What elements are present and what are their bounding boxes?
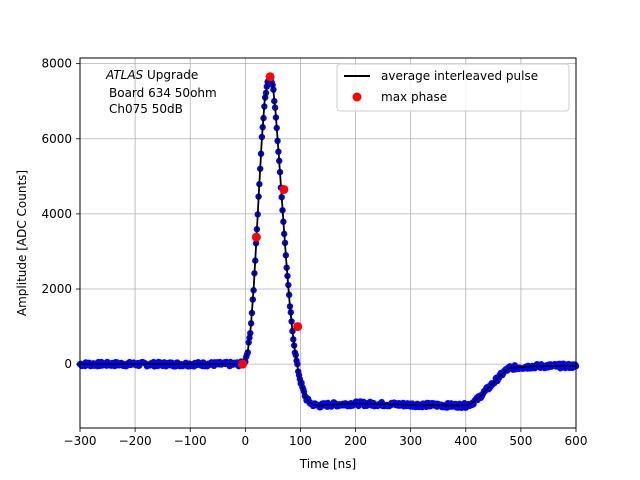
max-phase-point <box>251 232 261 242</box>
annotation-line-2: Board 634 50ohm <box>109 86 217 100</box>
x-axis-label: Time [ns] <box>299 457 356 471</box>
y-tick-label: 8000 <box>41 57 72 71</box>
y-tick-label: 2000 <box>41 282 72 296</box>
legend: average interleaved pulse max phase <box>336 63 570 112</box>
x-tick-label: −200 <box>119 434 152 448</box>
legend-box <box>336 63 570 112</box>
annotation: ATLAS Upgrade Board 634 50ohm Ch075 50dB <box>105 68 217 116</box>
legend-marker-swatch <box>352 92 362 102</box>
x-tick-label: −300 <box>64 434 97 448</box>
annotation-line-1: ATLAS Upgrade <box>105 68 198 82</box>
legend-label-max-phase: max phase <box>381 90 447 104</box>
max-phase-point <box>293 322 303 332</box>
y-tick-label: 6000 <box>41 132 72 146</box>
plot-data <box>76 72 580 411</box>
x-tick-label: 600 <box>565 434 588 448</box>
x-tick-label: 100 <box>289 434 312 448</box>
annotation-upgrade: Upgrade <box>143 68 198 82</box>
x-tick-label: 200 <box>344 434 367 448</box>
annotation-atlas: ATLAS <box>105 68 144 82</box>
annotation-line-3: Ch075 50dB <box>109 102 183 116</box>
x-tick-label: 400 <box>454 434 477 448</box>
y-axis-label: Amplitude [ADC Counts] <box>15 170 29 316</box>
y-tick-label: 4000 <box>41 207 72 221</box>
max-phase-point <box>265 72 275 82</box>
plot-frame <box>79 57 577 429</box>
axis-ticks: −300 −200 −100 0 100 200 300 400 500 600020004000… <box>41 57 587 448</box>
x-tick-label: −100 <box>174 434 207 448</box>
max-phase-point <box>279 184 289 194</box>
max-phase-point <box>238 359 248 369</box>
legend-label-average-pulse: average interleaved pulse <box>381 69 538 83</box>
average-pulse-line <box>80 74 576 407</box>
x-tick-label: 500 <box>509 434 532 448</box>
y-tick-label: 0 <box>64 357 72 371</box>
x-tick-label: 300 <box>399 434 422 448</box>
max-phase-markers <box>238 72 303 369</box>
x-tick-label: 0 <box>242 434 250 448</box>
